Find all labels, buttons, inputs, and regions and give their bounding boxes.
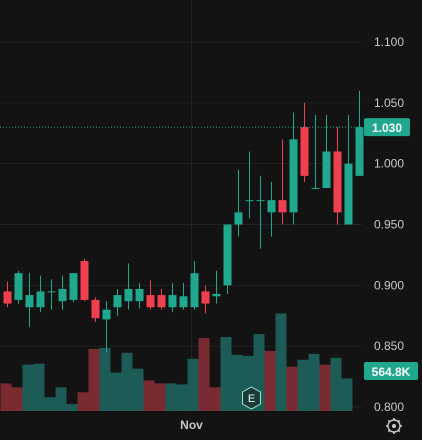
volume-bar: [187, 358, 199, 411]
time-tick-label: Nov: [180, 418, 203, 432]
candle-body: [69, 273, 78, 300]
candles: [3, 90, 364, 353]
candle-body: [289, 139, 298, 213]
volume-bar: [66, 404, 78, 411]
volume-bar: [231, 354, 243, 411]
candle-body: [91, 299, 100, 319]
earnings-marker-label: E: [248, 393, 255, 405]
volume-bar: [297, 359, 309, 411]
price-tick-label: 1.100: [374, 35, 404, 49]
volume-bar: [286, 366, 298, 411]
candle-body: [14, 273, 23, 300]
volume-bar: [99, 347, 111, 411]
volume-bar: [88, 348, 100, 411]
volume-bar: [341, 378, 353, 411]
price-tick-label: 0.850: [374, 339, 404, 353]
candle-body: [3, 291, 12, 304]
volume-bar: [143, 380, 155, 411]
candle-body: [124, 288, 133, 302]
candle-body: [245, 200, 254, 202]
volume-bar: [121, 352, 133, 411]
candle-body: [102, 309, 111, 320]
volume-bar: [110, 372, 122, 411]
candle-body: [300, 127, 309, 176]
volume-bar: [132, 368, 144, 411]
candle-body: [58, 288, 67, 302]
volume-bar: [154, 383, 166, 411]
earnings-marker-icon[interactable]: E: [242, 386, 261, 410]
volume-bar: [0, 383, 12, 411]
price-tick-label: 1.000: [374, 157, 404, 171]
candle-body: [168, 295, 177, 308]
volume-bar: [264, 350, 276, 411]
volume-bars: [0, 313, 353, 411]
candle-body: [322, 151, 331, 188]
volume-bar: [275, 313, 287, 411]
candle-body: [47, 291, 56, 293]
volume-bar: [77, 392, 89, 411]
current-volume-label: 564.8K: [372, 365, 411, 379]
settings-icon[interactable]: [386, 418, 402, 434]
current-price-label: 1.030: [372, 121, 402, 135]
candle-body: [256, 200, 265, 202]
volume-bar: [22, 364, 34, 411]
candle-body: [201, 291, 210, 304]
candle-body: [278, 200, 287, 213]
candle-body: [234, 212, 243, 225]
volume-bar: [319, 364, 331, 411]
volume-bar: [11, 387, 23, 411]
candle-body: [311, 188, 320, 189]
current-volume-badge: 564.8K: [364, 362, 418, 380]
price-tick-label: 0.950: [374, 218, 404, 232]
candle-body: [333, 151, 342, 213]
volume-bar: [198, 338, 210, 411]
candle-body: [267, 200, 276, 213]
candle-body: [212, 293, 221, 297]
candle-body: [223, 224, 232, 286]
price-tick-label: 0.800: [374, 400, 404, 414]
time-axis[interactable]: Nov: [180, 418, 402, 434]
candle-body: [25, 295, 34, 308]
current-price-badge: 1.030: [364, 118, 410, 137]
volume-bar: [330, 357, 342, 411]
candle-body: [113, 295, 122, 308]
price-tick-label: 0.900: [374, 278, 404, 292]
candle-body: [355, 127, 364, 176]
candle-body: [157, 295, 166, 308]
volume-bar: [220, 337, 232, 411]
candle-body: [135, 288, 144, 302]
candle-body: [190, 273, 199, 308]
volume-bar: [308, 353, 320, 411]
earnings-marker[interactable]: E: [242, 386, 261, 410]
candle-body: [80, 261, 89, 300]
volume-bar: [44, 397, 56, 411]
volume-bar: [33, 363, 45, 411]
volume-bar: [253, 334, 265, 411]
volume-bar: [242, 355, 254, 411]
price-tick-label: 1.050: [374, 96, 404, 110]
candle-body: [344, 163, 353, 225]
grid-lines: [0, 0, 362, 412]
volume-bar: [209, 387, 221, 411]
candle-body: [36, 291, 45, 308]
price-axis[interactable]: 1.100 1.050 1.000 0.950 0.900 0.850 0.800 1.030…: [364, 35, 418, 414]
volume-bar: [55, 387, 67, 411]
volume-bar: [165, 383, 177, 411]
candle-body: [179, 296, 188, 308]
volume-bar: [176, 384, 188, 411]
candle-body: [146, 295, 155, 308]
